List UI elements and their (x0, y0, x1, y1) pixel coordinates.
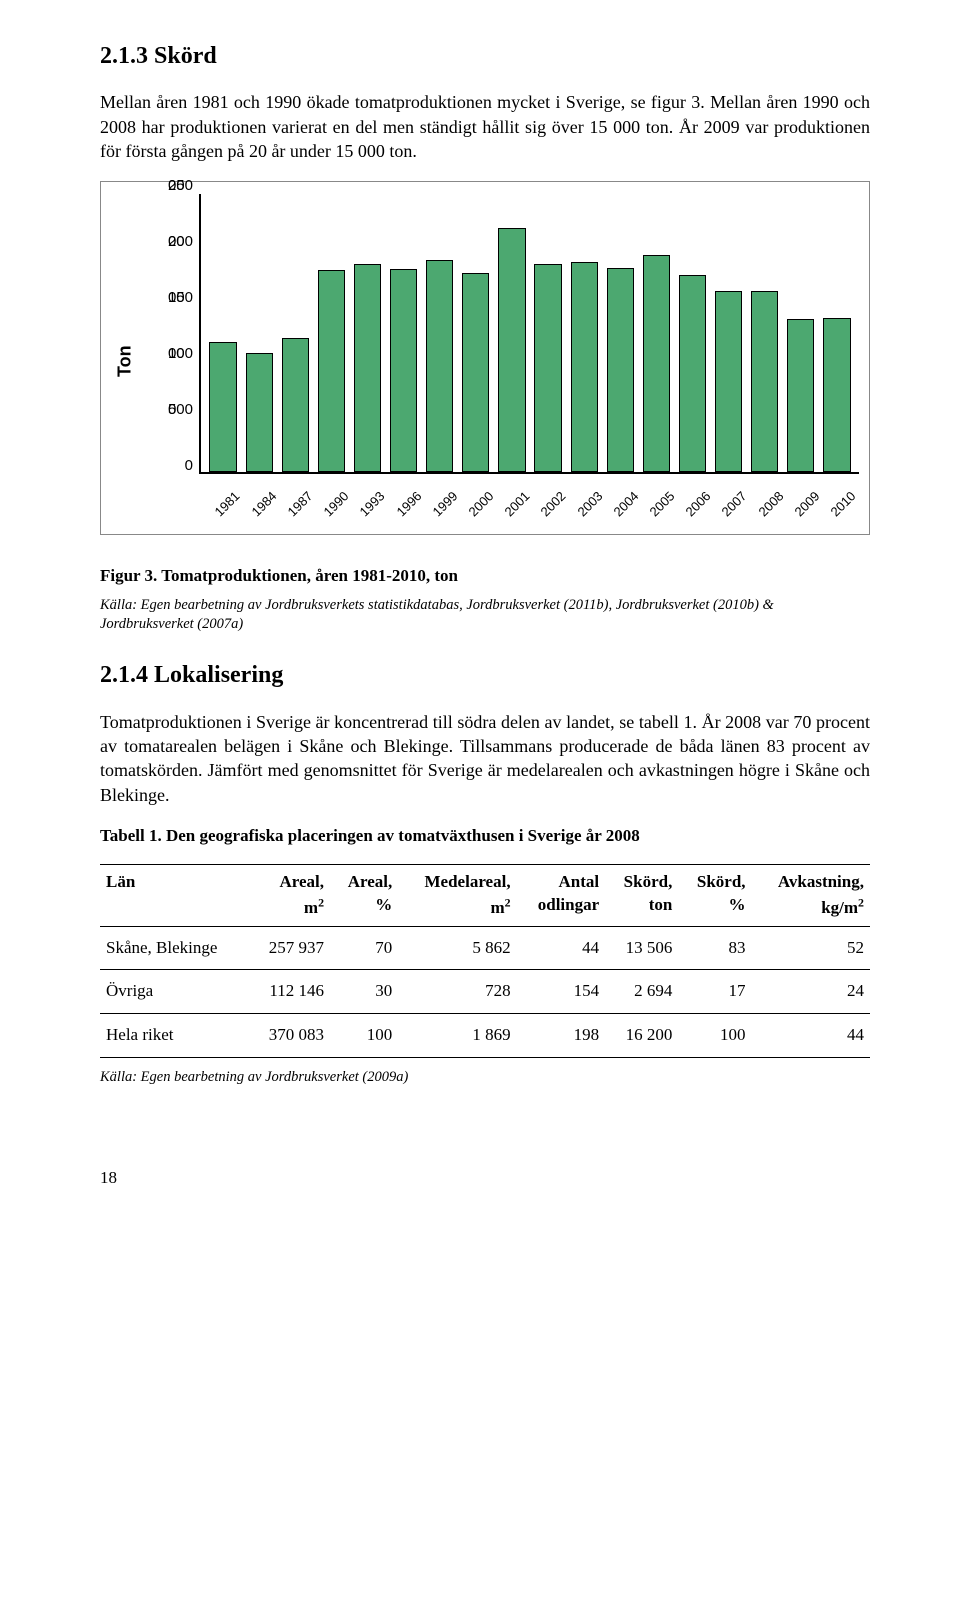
chart-container: Ton 25 00020 00015 00010 0005 0000 19811… (100, 181, 870, 535)
chart-bar (787, 319, 814, 472)
table-cell: 44 (752, 1014, 870, 1058)
table-cell: 370 083 (249, 1014, 330, 1058)
table-cell: 198 (517, 1014, 606, 1058)
chart-bar (246, 353, 273, 472)
table-cell: 100 (678, 1014, 751, 1058)
table-cell: 83 (678, 926, 751, 970)
chart-bar (318, 270, 345, 472)
section-heading-skord: 2.1.3 Skörd (100, 40, 870, 72)
table-cell: Hela riket (100, 1014, 249, 1058)
table-cell: 728 (398, 970, 516, 1014)
para-lokalisering: Tomatproduktionen i Sverige är koncentre… (100, 710, 870, 807)
chart-ylabel: Ton (113, 345, 137, 377)
table-cell: 44 (517, 926, 606, 970)
chart-bar (462, 273, 489, 472)
chart-bar (498, 228, 525, 473)
chart-bar (607, 268, 634, 473)
chart-yticks: 25 00020 00015 00010 0005 0000 (139, 194, 199, 474)
table-header-cell: Areal,m2 (249, 864, 330, 926)
para-skord: Mellan åren 1981 och 1990 ökade tomatpro… (100, 90, 870, 163)
table-cell: 13 506 (605, 926, 678, 970)
figure-source: Källa: Egen bearbetning av Jordbruksverk… (100, 596, 870, 634)
table-cell: 24 (752, 970, 870, 1014)
table-header-cell: Skörd,ton (605, 864, 678, 926)
table-cell: 2 694 (605, 970, 678, 1014)
chart-bar (679, 275, 706, 472)
table-source: Källa: Egen bearbetning av Jordbruksverk… (100, 1068, 870, 1087)
table-header-cell: Län (100, 864, 249, 926)
table-header-cell: Avkastning,kg/m2 (752, 864, 870, 926)
chart-bar (426, 260, 453, 472)
chart-bar (751, 291, 778, 472)
table-cell: Övriga (100, 970, 249, 1014)
table-cell: 16 200 (605, 1014, 678, 1058)
section-heading-lokalisering: 2.1.4 Lokalisering (100, 659, 870, 691)
chart-bar (354, 264, 381, 472)
table-cell: 17 (678, 970, 751, 1014)
table-cell: Skåne, Blekinge (100, 926, 249, 970)
table-row: Hela riket370 0831001 86919816 20010044 (100, 1014, 870, 1058)
table-header-cell: Medelareal,m2 (398, 864, 516, 926)
chart-bar (390, 269, 417, 472)
data-table: LänAreal,m2Areal,%Medelareal,m2Antalodli… (100, 864, 870, 1058)
chart-bars (199, 194, 859, 474)
table-header-cell: Skörd,% (678, 864, 751, 926)
table-header-cell: Areal,% (330, 864, 398, 926)
table-cell: 154 (517, 970, 606, 1014)
chart-bar (715, 291, 742, 472)
chart-bar (534, 264, 561, 472)
table-header-cell: Antalodlingar (517, 864, 606, 926)
chart-bar (643, 255, 670, 472)
table-cell: 70 (330, 926, 398, 970)
chart-bar (571, 262, 598, 472)
figure-caption: Figur 3. Tomatproduktionen, åren 1981-20… (100, 565, 870, 588)
page-number: 18 (100, 1167, 870, 1190)
table-caption: Tabell 1. Den geografiska placeringen av… (100, 825, 870, 848)
table-cell: 257 937 (249, 926, 330, 970)
table-cell: 112 146 (249, 970, 330, 1014)
table-cell: 5 862 (398, 926, 516, 970)
chart-bar (823, 318, 850, 473)
chart-bar (209, 342, 236, 472)
chart-bar (282, 338, 309, 473)
table-cell: 100 (330, 1014, 398, 1058)
table-cell: 1 869 (398, 1014, 516, 1058)
table-cell: 30 (330, 970, 398, 1014)
table-row: Övriga112 146307281542 6941724 (100, 970, 870, 1014)
table-cell: 52 (752, 926, 870, 970)
table-row: Skåne, Blekinge257 937705 8624413 506835… (100, 926, 870, 970)
chart-xticks: 1981198419871990199319961999200020012002… (199, 474, 859, 494)
